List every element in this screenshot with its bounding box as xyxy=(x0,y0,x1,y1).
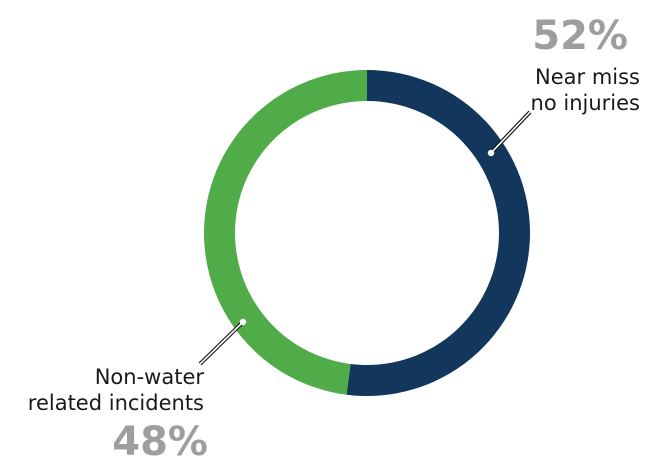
non-water-category-label: Non-water related incidents xyxy=(28,364,204,416)
non-water-slice xyxy=(204,70,367,395)
near-miss-label-line-1: Near miss xyxy=(535,65,640,89)
non-water-label-line-2: related incidents xyxy=(27,391,204,415)
non-water-percent-label: 48% xyxy=(112,419,208,459)
near-miss-slice xyxy=(346,70,531,396)
non-water-label-line-1: Non-water xyxy=(94,365,204,389)
non-water-leader-line xyxy=(198,318,247,366)
near-miss-leader-line xyxy=(487,110,532,157)
near-miss-category-label: Near miss no injuries xyxy=(531,64,640,116)
near-miss-percent-label: 52% xyxy=(532,13,628,59)
near-miss-label-line-2: no injuries xyxy=(530,91,640,115)
